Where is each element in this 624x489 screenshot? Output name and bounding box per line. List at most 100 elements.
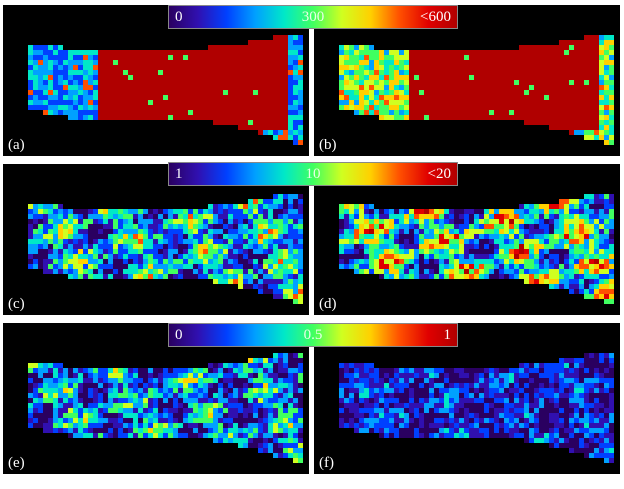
map-pixel	[218, 244, 223, 249]
map-pixel	[213, 50, 218, 55]
map-pixel	[534, 100, 539, 105]
map-pixel	[474, 254, 479, 259]
map-pixel	[133, 95, 138, 100]
map-pixel	[143, 403, 148, 408]
map-pixel	[594, 35, 599, 40]
map-pixel	[599, 408, 604, 413]
map-pixel	[53, 428, 58, 433]
map-pixel	[604, 140, 609, 145]
map-pixel	[589, 35, 594, 40]
map-pixel	[108, 413, 113, 418]
map-pixel	[519, 378, 524, 383]
map-pixel	[469, 115, 474, 120]
map-pixel	[449, 219, 454, 224]
map-pixel	[454, 383, 459, 388]
map-pixel	[273, 70, 278, 75]
map-pixel	[464, 219, 469, 224]
map-pixel	[148, 234, 153, 239]
map-pixel	[228, 224, 233, 229]
map-pixel	[223, 418, 228, 423]
map-pixel	[379, 55, 384, 60]
map-pixel	[38, 105, 43, 110]
map-pixel	[173, 75, 178, 80]
map-pixel	[444, 234, 449, 239]
map-pixel	[424, 60, 429, 65]
map-pixel	[273, 199, 278, 204]
map-pixel	[53, 214, 58, 219]
map-pixel	[173, 50, 178, 55]
map-pixel	[449, 95, 454, 100]
map-pixel	[359, 378, 364, 383]
map-pixel	[198, 95, 203, 100]
map-pixel	[364, 85, 369, 90]
map-pixel	[549, 249, 554, 254]
map-pixel	[479, 55, 484, 60]
map-pixel	[263, 289, 268, 294]
map-pixel	[148, 408, 153, 413]
map-pixel	[369, 383, 374, 388]
map-pixel	[228, 50, 233, 55]
map-pixel	[604, 125, 609, 130]
map-pixel	[539, 269, 544, 274]
map-pixel	[344, 393, 349, 398]
map-pixel	[283, 219, 288, 224]
map-pixel	[459, 234, 464, 239]
map-pixel	[278, 363, 283, 368]
map-pixel	[514, 269, 519, 274]
map-pixel	[554, 363, 559, 368]
map-pixel	[574, 214, 579, 219]
map-pixel	[589, 229, 594, 234]
map-pixel	[293, 214, 298, 219]
map-pixel	[524, 264, 529, 269]
map-pixel	[298, 249, 303, 254]
map-pixel	[233, 60, 238, 65]
map-pixel	[514, 105, 519, 110]
map-pixel	[143, 70, 148, 75]
map-pixel	[198, 244, 203, 249]
map-pixel	[609, 408, 614, 413]
map-pixel	[108, 423, 113, 428]
map-pixel	[278, 274, 283, 279]
map-pixel	[63, 244, 68, 249]
map-pixel	[399, 209, 404, 214]
map-pixel	[243, 95, 248, 100]
map-pixel	[404, 398, 409, 403]
map-pixel	[108, 75, 113, 80]
map-pixel	[223, 80, 228, 85]
map-pixel	[599, 85, 604, 90]
map-pixel	[494, 60, 499, 65]
map-pixel	[293, 110, 298, 115]
map-pixel	[394, 254, 399, 259]
map-pixel	[584, 259, 589, 264]
map-pixel	[53, 403, 58, 408]
map-pixel	[609, 398, 614, 403]
map-pixel	[524, 259, 529, 264]
map-pixel	[514, 75, 519, 80]
map-pixel	[434, 388, 439, 393]
map-pixel	[33, 95, 38, 100]
map-pixel	[604, 368, 609, 373]
map-pixel	[429, 274, 434, 279]
map-pixel	[584, 90, 589, 95]
map-pixel	[68, 224, 73, 229]
map-pixel	[243, 239, 248, 244]
map-pixel	[183, 110, 188, 115]
map-pixel	[569, 199, 574, 204]
map-pixel	[153, 70, 158, 75]
map-pixel	[228, 393, 233, 398]
map-pixel	[138, 115, 143, 120]
map-pixel	[444, 378, 449, 383]
map-pixel	[133, 428, 138, 433]
map-pixel	[389, 269, 394, 274]
map-pixel	[83, 383, 88, 388]
map-pixel	[459, 110, 464, 115]
map-pixel	[48, 363, 53, 368]
map-pixel	[534, 70, 539, 75]
map-pixel	[359, 264, 364, 269]
map-pixel	[298, 353, 303, 358]
map-pixel	[73, 85, 78, 90]
map-pixel	[369, 363, 374, 368]
map-pixel	[263, 363, 268, 368]
map-pixel	[514, 393, 519, 398]
map-pixel	[158, 398, 163, 403]
